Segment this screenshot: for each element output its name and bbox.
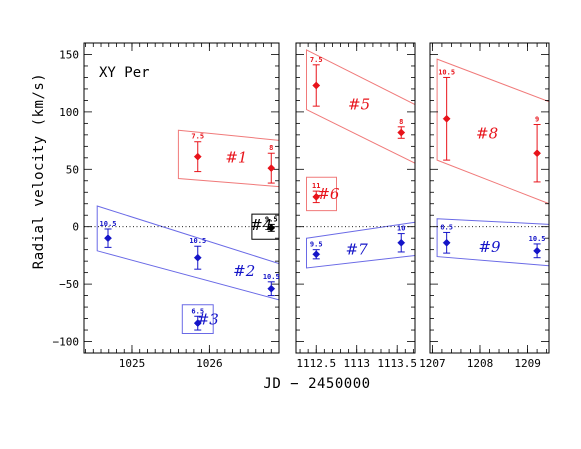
data-point [533,149,542,158]
x-tick-label: 1209 [514,357,541,370]
y-tick-label: 50 [66,163,79,176]
point-annotation: 10.5 [263,273,280,281]
group-box-7 [306,221,415,269]
x-tick-label: 1208 [467,357,494,370]
group-box-5 [306,49,415,164]
chart-text: XY Per Radial velocity (km/s) JD − 24500… [31,48,546,392]
group-box-2 [96,205,279,301]
chart-title: XY Per [99,65,150,81]
x-tick-label: 1025 [119,357,146,370]
data-point [397,238,406,247]
y-tick-label: 100 [59,106,79,119]
point-annotation: 7.5 [310,56,323,64]
group-box-8 [436,58,549,205]
x-tick-label: 1112.5 [296,357,336,370]
panel-frame-1 [83,42,280,354]
point-annotation: 10.5 [529,235,546,243]
point-annotation: 9.5 [265,215,278,223]
y-tick-label: −100 [53,336,80,349]
point-annotation: 11 [312,182,320,190]
data-point [312,81,321,90]
group-label-5: #5 [348,96,370,114]
y-axis-label: Radial velocity (km/s) [31,73,47,269]
point-annotation: 6.5 [191,307,204,315]
y-tick-label: 0 [72,221,79,234]
point-annotation: 10.5 [100,220,117,228]
point-annotation: 8.5 [440,223,453,231]
group-label-8: #8 [476,124,498,142]
panel-frame-2 [295,42,416,354]
group-label-4: #4 [250,216,272,234]
x-axis-label: JD − 2450000 [263,376,370,392]
data-point [442,238,451,247]
axes [83,42,550,354]
data-point [533,246,542,255]
y-tick-label: 150 [59,48,79,61]
group-box-3 [181,304,214,334]
panel-frame-3 [429,42,550,354]
x-tick-label: 1113.5 [377,357,417,370]
data-point [397,128,406,137]
data-point [267,284,276,293]
data-point [193,319,202,328]
point-annotation: 8 [269,144,273,152]
group-box-6 [306,176,337,212]
group-label-7: #7 [346,240,369,258]
point-annotation: 10 [397,225,405,233]
x-tick-label: 1207 [419,357,446,370]
data-point [312,250,321,259]
point-annotation: 8 [399,118,403,126]
group-box-1 [177,129,279,188]
data-point [312,192,321,201]
data-point [442,114,451,123]
data-points [104,64,542,331]
group-label-2: #2 [233,262,255,280]
point-annotation: 9.5 [310,241,323,249]
point-annotation: 10.5 [189,237,206,245]
data-point [193,253,202,262]
group-box-4 [251,213,279,240]
group-box-9 [436,218,549,267]
point-annotation: 7.5 [191,133,204,141]
x-tick-label: 1113 [343,357,370,370]
y-tick-label: −50 [59,278,79,291]
data-point [267,223,276,232]
group-label-9: #9 [478,238,501,256]
x-tick-label: 1026 [196,357,223,370]
data-point [193,152,202,161]
data-point [104,234,112,243]
point-annotation: 9 [535,116,539,124]
point-annotation: 10.5 [438,68,455,76]
group-polygons [96,49,549,334]
group-label-3: #3 [197,310,219,328]
group-label-1: #1 [225,148,247,166]
group-label-6: #6 [317,185,340,203]
data-point [267,164,276,173]
